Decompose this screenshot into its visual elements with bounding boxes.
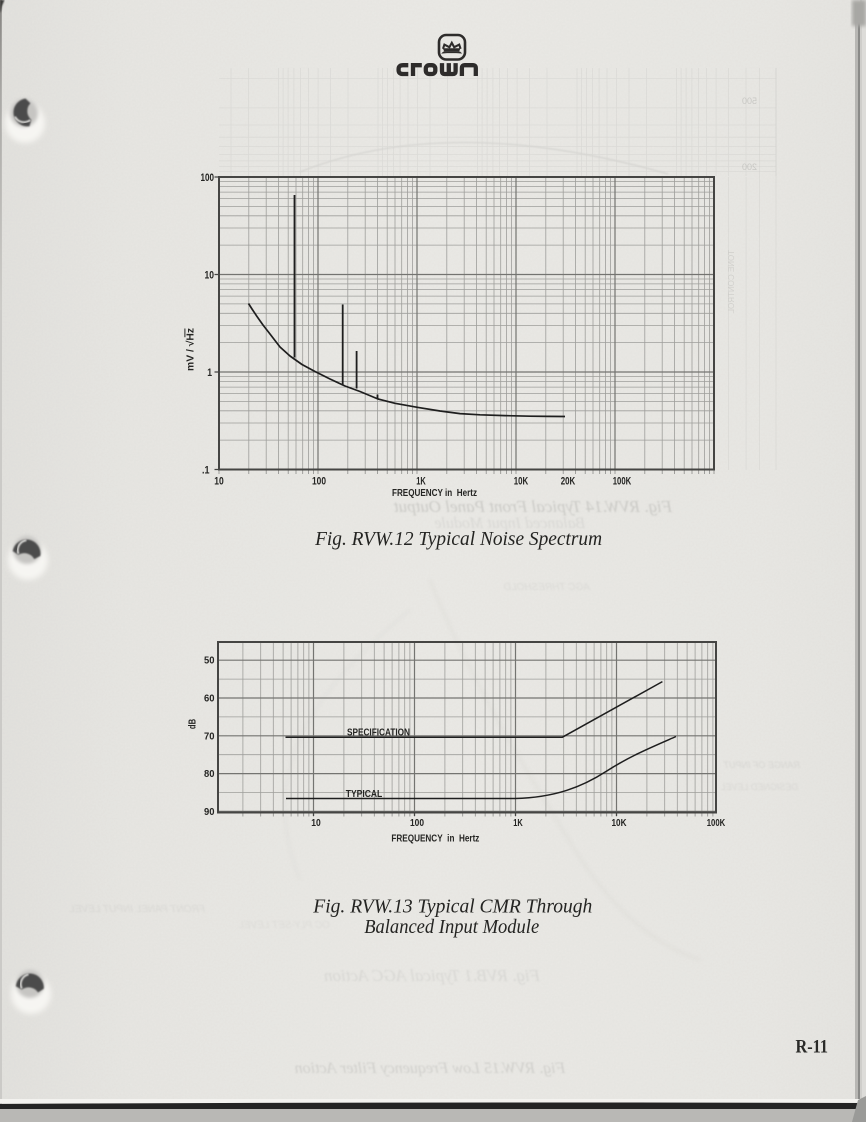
svg-text:100K: 100K — [613, 475, 632, 487]
svg-text:100K: 100K — [707, 817, 726, 829]
svg-text:.1: .1 — [202, 465, 210, 477]
svg-text:50: 50 — [204, 655, 215, 667]
svg-text:500: 500 — [742, 96, 757, 106]
svg-text:TONE CONTROL: TONE CONTROL — [727, 250, 736, 314]
svg-text:Balanced Input Module: Balanced Input Module — [434, 515, 585, 532]
svg-text:Fig. RVB.1 Typical AGC Action: Fig. RVB.1 Typical AGC Action — [324, 966, 541, 985]
svg-text:Fig. RVW.13 Typical CMR Throu: Fig. RVW.13 Typical CMR Through — [312, 895, 592, 917]
svg-text:OC PLY-SET LEVEL: OC PLY-SET LEVEL — [238, 920, 330, 931]
svg-text:Balanced Input Module: Balanced Input Module — [364, 916, 539, 938]
svg-text:dB: dB — [188, 719, 199, 729]
svg-text:TYPICAL: TYPICAL — [346, 788, 383, 800]
svg-text:10: 10 — [214, 475, 224, 487]
svg-text:1K: 1K — [416, 475, 426, 487]
svg-text:80: 80 — [204, 768, 215, 780]
svg-text:mV / √Hz: mV / √Hz — [186, 328, 197, 371]
svg-text:10: 10 — [311, 817, 321, 829]
svg-text:10K: 10K — [514, 475, 529, 487]
svg-text:90: 90 — [204, 806, 215, 818]
svg-text:100: 100 — [312, 475, 326, 487]
svg-text:70: 70 — [204, 730, 215, 742]
svg-text:200: 200 — [742, 162, 757, 172]
svg-text:FREQUENCY in Hertz: FREQUENCY in Hertz — [392, 487, 477, 499]
svg-text:100: 100 — [410, 817, 424, 829]
svg-text:R-11: R-11 — [796, 1037, 829, 1058]
svg-text:Fig. RVW.15 Low Frequency Filt: Fig. RVW.15 Low Frequency Filter Action — [295, 1060, 567, 1077]
svg-text:FRONT PANEL INPUT LEVEL: FRONT PANEL INPUT LEVEL — [69, 904, 205, 915]
svg-text:1: 1 — [207, 367, 212, 379]
svg-text:FREQUENCY in Hertz: FREQUENCY in Hertz — [391, 832, 479, 844]
svg-text:1K: 1K — [513, 817, 523, 829]
svg-text:DESIGNED LEVEL: DESIGNED LEVEL — [720, 782, 798, 792]
svg-text:100: 100 — [201, 172, 215, 184]
svg-text:20K: 20K — [561, 475, 576, 487]
svg-text:RANGE OF INPUT: RANGE OF INPUT — [722, 760, 800, 770]
svg-text:60: 60 — [204, 693, 215, 705]
svg-text:10: 10 — [205, 270, 215, 282]
svg-text:Fig. RVW.14 Typical Front Pane: Fig. RVW.14 Typical Front Panel Output — [393, 497, 673, 516]
svg-text:Fig. RVW.12 Typical Noise Spe: Fig. RVW.12 Typical Noise Spectrum — [314, 528, 602, 550]
svg-text:10K: 10K — [612, 817, 627, 829]
svg-text:SPECIFICATION: SPECIFICATION — [347, 726, 410, 738]
svg-text:AGC THRESHOLD: AGC THRESHOLD — [504, 582, 591, 593]
